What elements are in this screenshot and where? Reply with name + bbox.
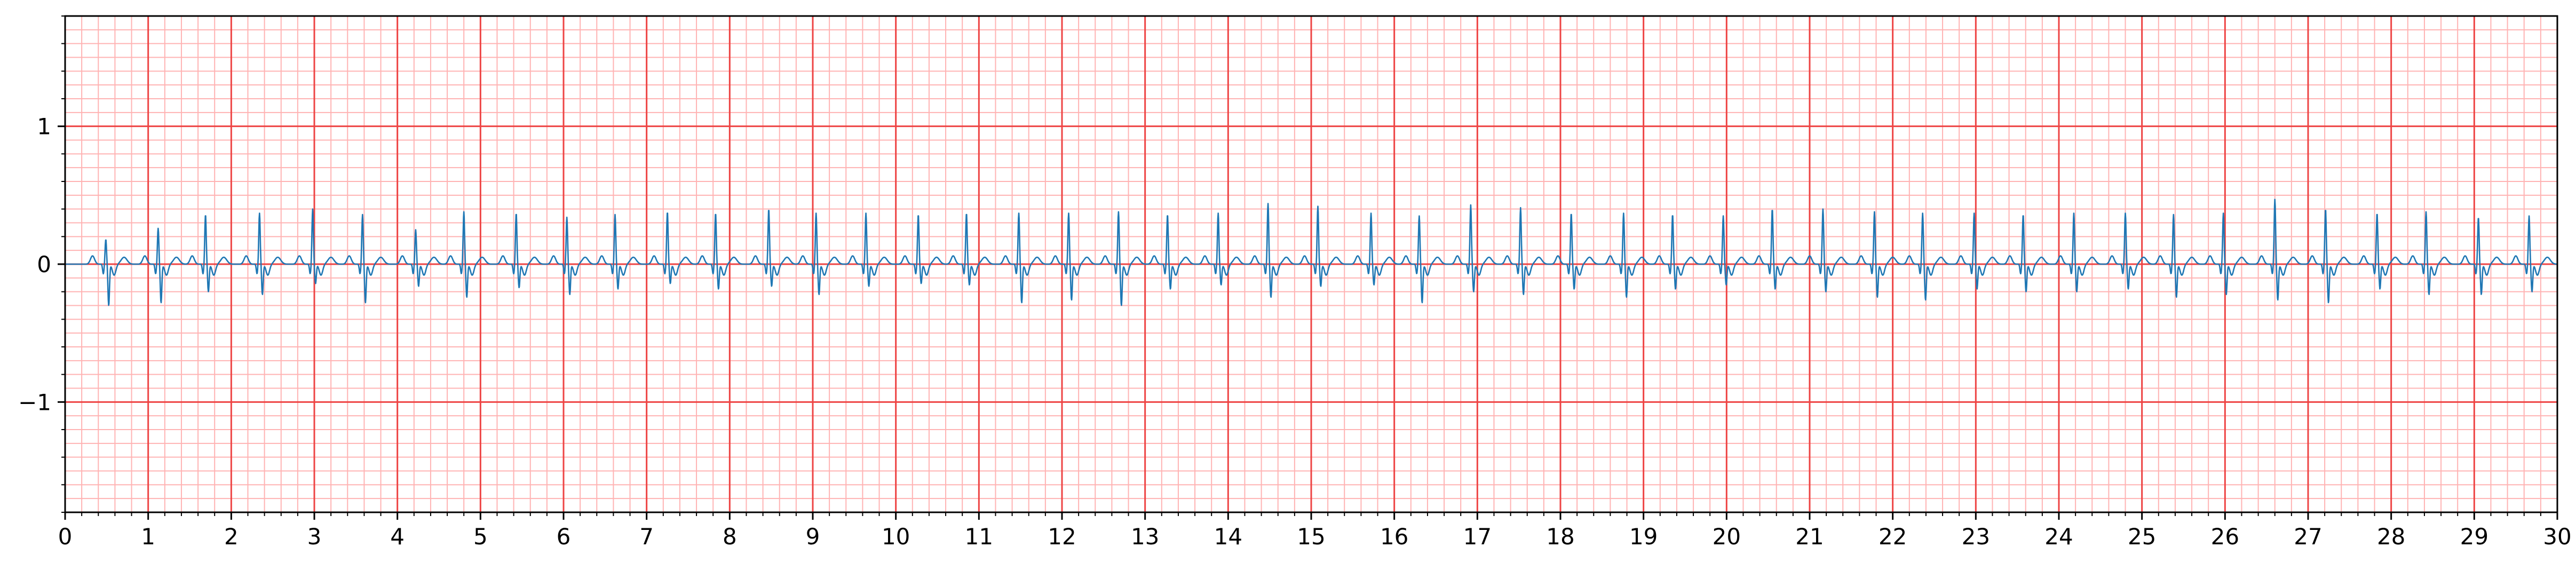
x-tick-label: 1: [141, 524, 155, 550]
x-tick-label: 24: [2044, 524, 2073, 550]
x-tick-label: 23: [1962, 524, 1990, 550]
ecg-trace: [65, 199, 2558, 306]
y-tick-label: 0: [37, 251, 51, 277]
x-tick-label: 15: [1297, 524, 1325, 550]
x-tick-label: 21: [1795, 524, 1824, 550]
x-tick-label: 6: [557, 524, 571, 550]
x-tick-label: 0: [58, 524, 73, 550]
x-tick-label: 28: [2377, 524, 2405, 550]
x-tick-label: 5: [473, 524, 488, 550]
y-axis-ticks: −1 0 1: [18, 15, 65, 513]
x-tick-label: 20: [1713, 524, 1741, 550]
x-tick-label: 11: [965, 524, 993, 550]
x-tick-label: 16: [1380, 524, 1408, 550]
x-tick-label: 27: [2294, 524, 2322, 550]
x-tick-label: 10: [882, 524, 910, 550]
x-tick-label: 3: [307, 524, 322, 550]
x-tick-label: 19: [1629, 524, 1658, 550]
x-tick-label: 7: [639, 524, 654, 550]
x-tick-label: 13: [1131, 524, 1159, 550]
x-tick-label: 30: [2543, 524, 2571, 550]
x-tick-label: 29: [2460, 524, 2488, 550]
x-tick-label: 17: [1463, 524, 1492, 550]
x-tick-label: 25: [2128, 524, 2156, 550]
x-axis-ticks: 0 1 2 3 4 5 6 7 8 9 10 11 12 13 14 15 16 17 18 19 20 21 22 23 24…: [58, 512, 2572, 550]
y-tick-label: 1: [37, 114, 51, 140]
x-tick-label: 4: [390, 524, 405, 550]
x-tick-label: 14: [1214, 524, 1242, 550]
ecg-series-line: [65, 199, 2558, 306]
x-tick-label: 2: [224, 524, 239, 550]
x-tick-label: 26: [2211, 524, 2239, 550]
x-tick-label: 12: [1048, 524, 1076, 550]
x-tick-label: 8: [723, 524, 737, 550]
x-tick-label: 9: [806, 524, 820, 550]
x-tick-label: 22: [1879, 524, 1907, 550]
y-tick-label: −1: [18, 389, 51, 415]
x-tick-label: 18: [1546, 524, 1574, 550]
